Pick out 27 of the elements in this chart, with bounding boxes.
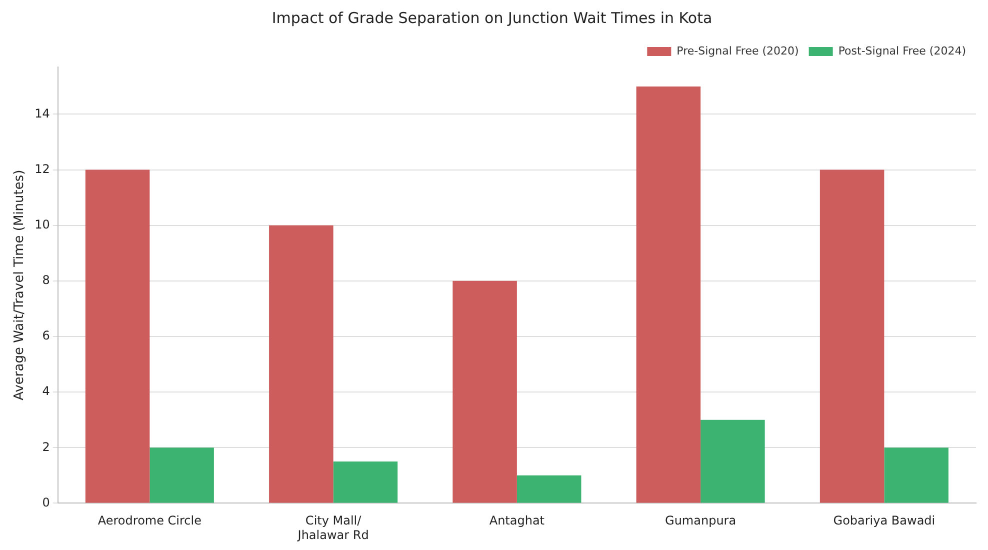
bar (636, 86, 701, 503)
bar (150, 448, 214, 503)
y-axis-title: Average Wait/Travel Time (Minutes) (12, 170, 28, 400)
x-tick-label: Gobariya Bawadi (833, 514, 936, 528)
y-tick-label: 8 (42, 273, 50, 288)
bar (452, 280, 517, 503)
y-tick-label: 14 (34, 106, 50, 120)
x-tick-label: Gumanpura (665, 514, 736, 528)
bar (269, 225, 334, 503)
x-tick-label: Aerodrome Circle (98, 514, 202, 528)
x-tick-label: City Mall/ Jhalawar Rd (296, 514, 369, 542)
y-tick-label: 12 (34, 162, 50, 176)
bar (884, 448, 948, 503)
legend-label: Pre-Signal Free (2020) (676, 44, 799, 58)
bar (820, 170, 884, 503)
bar (516, 475, 582, 503)
legend-label: Post-Signal Free (2024) (838, 44, 966, 58)
x-tick-label: Antaghat (489, 514, 545, 528)
y-tick-label: 4 (42, 384, 50, 398)
chart-title: Impact of Grade Separation on Junction Wait Times in Kota (272, 8, 712, 27)
bar (85, 170, 150, 503)
bar (333, 462, 398, 503)
y-tick-label: 10 (34, 217, 50, 232)
y-tick-label: 0 (42, 495, 50, 510)
y-tick-label: 2 (42, 440, 50, 454)
y-tick-label: 6 (42, 328, 50, 343)
bar (700, 420, 765, 503)
